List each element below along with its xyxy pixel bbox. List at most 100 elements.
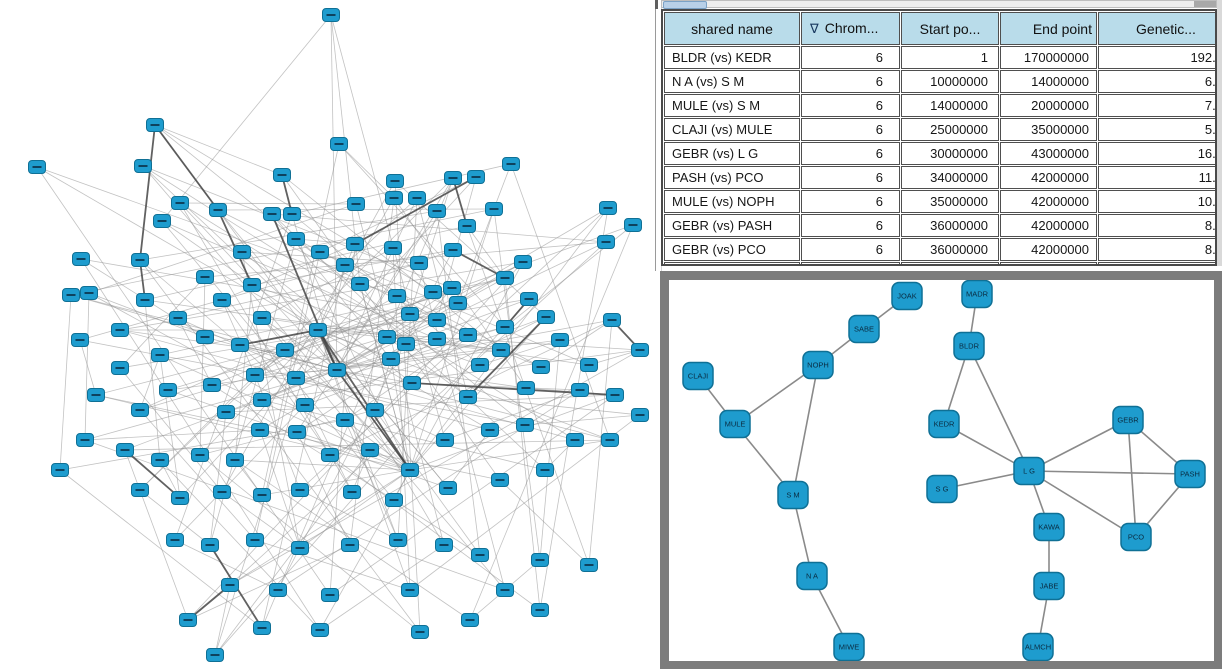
subnetwork-node[interactable] <box>1112 405 1144 435</box>
subnetwork-node[interactable] <box>1120 522 1152 552</box>
subnetwork-node[interactable] <box>682 361 714 391</box>
network-node-label <box>250 539 260 541</box>
subnetwork-node[interactable] <box>1022 632 1054 661</box>
network-edge <box>229 241 607 586</box>
network-edge <box>299 489 399 541</box>
subnetwork-node[interactable] <box>833 632 865 661</box>
network-edge <box>209 411 227 546</box>
subnetwork-node-label: PCO <box>1128 533 1144 542</box>
network-edge <box>261 319 438 401</box>
network-edge <box>59 469 263 629</box>
network-edge <box>466 225 506 279</box>
network-edge <box>393 499 481 556</box>
subnetwork-node[interactable] <box>953 331 985 361</box>
network-edge <box>299 469 411 549</box>
network-node-label <box>518 261 528 263</box>
network-node-label <box>405 589 415 591</box>
table-cell: 192.0 <box>1098 46 1215 69</box>
network-node-label <box>535 559 545 561</box>
network-node-label <box>536 366 546 368</box>
overview-network-canvas[interactable] <box>0 0 655 669</box>
subnetwork-node[interactable] <box>1033 512 1065 542</box>
network-edge <box>36 166 398 297</box>
table-right-gutter <box>1217 0 1222 266</box>
network-node-label <box>291 238 301 240</box>
network-edge <box>139 409 256 541</box>
network-node-label <box>225 584 235 586</box>
network-edge <box>229 469 411 586</box>
column-header-start-position[interactable]: Start po... <box>901 12 999 45</box>
network-node-label <box>315 629 325 631</box>
network-edge <box>336 287 453 371</box>
subnetwork-node-label: MIWE <box>839 643 859 652</box>
network-edge <box>70 208 495 296</box>
network-edge <box>119 261 524 331</box>
network-node-label <box>287 213 297 215</box>
subnetwork-node[interactable] <box>926 474 958 504</box>
table-horizontal-scrollbar[interactable] <box>661 0 1217 9</box>
network-edge <box>154 124 219 211</box>
network-edge <box>416 197 469 398</box>
table-cell: 35000000 <box>1000 118 1097 141</box>
network-edge <box>221 491 301 549</box>
network-node-label <box>175 497 185 499</box>
subnetwork-node[interactable] <box>1013 456 1045 486</box>
network-edge <box>539 207 609 611</box>
network-node-label <box>217 299 227 301</box>
network-node-label <box>485 429 495 431</box>
table-row[interactable]: NOPH (vs) S M636000000420000009.9 <box>664 262 1215 264</box>
network-node-label <box>277 174 287 176</box>
network-edge <box>59 294 72 471</box>
subnetwork-node[interactable] <box>796 561 828 591</box>
network-node-label <box>173 317 183 319</box>
table-cell: 42000000 <box>1000 262 1097 264</box>
network-node-label <box>230 459 240 461</box>
subnetwork-node[interactable] <box>928 409 960 439</box>
network-edge <box>84 429 261 441</box>
network-node-label <box>401 343 411 345</box>
network-node-label <box>432 319 442 321</box>
network-node-label <box>370 409 380 411</box>
subnetwork-node-label: MADR <box>966 290 989 299</box>
column-header-genetic-distance[interactable]: Genetic... <box>1098 12 1215 45</box>
subnetwork-node[interactable] <box>1174 459 1206 489</box>
network-node-label <box>135 259 145 261</box>
column-header-chromosome[interactable]: ∇ Chrom... <box>801 12 900 45</box>
network-edge <box>84 439 506 591</box>
subnetwork-node[interactable] <box>848 314 880 344</box>
table-cell: 6 <box>801 166 900 189</box>
subnetwork-canvas[interactable]: JOAK MADR SABE BLDR NOPH CLAJI MULE KEDR GEBR L G… <box>669 280 1214 661</box>
network-node-label <box>415 631 425 633</box>
scrollbar-thumb[interactable] <box>663 1 707 9</box>
filter-icon[interactable]: ∇ <box>810 21 819 36</box>
subnetwork-node[interactable] <box>719 409 751 439</box>
table-cell: 35000000 <box>901 190 999 213</box>
subnetwork-node-label: KAWA <box>1038 523 1060 532</box>
subnetwork-node[interactable] <box>777 480 809 510</box>
column-header-end-point[interactable]: End point <box>1000 12 1097 45</box>
subnetwork-node[interactable] <box>891 281 923 311</box>
network-node-label <box>257 317 267 319</box>
network-node-label <box>326 14 336 16</box>
network-edge <box>161 220 395 501</box>
network-node-label <box>313 329 323 331</box>
network-node-label <box>138 165 148 167</box>
column-header-shared-name[interactable]: shared name <box>664 12 800 45</box>
network-node-label <box>475 364 485 366</box>
subnetwork-node[interactable] <box>961 280 993 309</box>
subnetwork-node[interactable] <box>802 350 834 380</box>
network-node-label <box>389 197 399 199</box>
network-node-label <box>603 207 613 209</box>
subnetwork-node[interactable] <box>1033 571 1065 601</box>
network-edge <box>154 124 526 426</box>
network-edge <box>493 208 541 561</box>
